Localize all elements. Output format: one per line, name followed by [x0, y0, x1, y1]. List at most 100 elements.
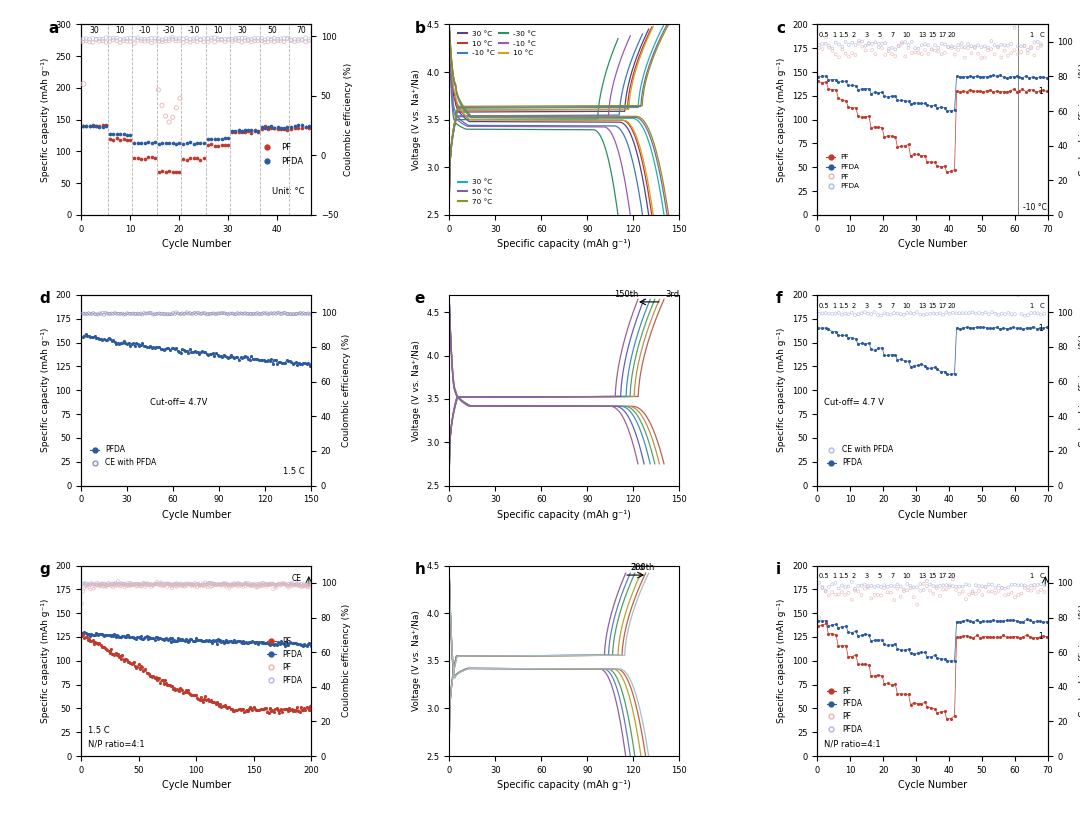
Point: [302, 307, 320, 320]
Point: [1009, 40, 1026, 53]
Point: [269, 33, 286, 46]
Point: [224, 703, 241, 716]
Point: [140, 577, 158, 590]
Point: [208, 578, 226, 591]
Text: 17: 17: [939, 302, 946, 309]
Text: -10: -10: [188, 26, 200, 35]
Point: [94, 333, 111, 346]
Point: [126, 660, 144, 673]
Point: [1014, 630, 1031, 643]
Text: 17: 17: [939, 32, 946, 38]
Point: [856, 82, 874, 95]
Point: [235, 577, 253, 590]
Point: [986, 48, 1003, 61]
Point: [199, 580, 216, 593]
Point: [167, 137, 185, 150]
Point: [96, 577, 113, 590]
Point: [810, 611, 827, 624]
Point: [252, 702, 269, 715]
Point: [78, 580, 95, 593]
Point: [121, 630, 138, 643]
Point: [1022, 614, 1039, 627]
Point: [850, 307, 867, 320]
Point: [186, 634, 203, 647]
Point: [241, 576, 258, 589]
Point: [198, 578, 215, 591]
Text: a: a: [49, 20, 59, 36]
Point: [261, 307, 279, 320]
Point: [212, 307, 229, 320]
Point: [996, 39, 1013, 52]
Point: [895, 308, 913, 321]
Point: [215, 700, 232, 713]
Point: [102, 32, 119, 45]
Point: [896, 94, 914, 107]
Point: [285, 579, 302, 592]
Text: CE: CE: [292, 574, 302, 583]
Point: [95, 333, 112, 346]
Point: [122, 35, 139, 48]
Text: 3: 3: [865, 32, 868, 38]
Point: [177, 307, 194, 320]
Point: [111, 630, 129, 643]
Point: [896, 50, 914, 63]
Point: [178, 634, 195, 647]
Point: [114, 654, 132, 667]
Point: [283, 33, 300, 46]
Point: [89, 578, 106, 591]
Point: [237, 704, 254, 717]
Point: [282, 580, 299, 593]
Point: [946, 163, 963, 176]
Point: [958, 629, 975, 642]
Point: [75, 628, 92, 641]
Point: [1013, 46, 1030, 59]
Point: [147, 631, 164, 644]
Point: [161, 578, 178, 591]
Point: [906, 46, 923, 59]
Point: [131, 307, 148, 320]
Point: [246, 124, 264, 137]
Point: [153, 580, 171, 593]
Point: [291, 705, 308, 718]
Point: [201, 635, 218, 648]
Point: [131, 578, 148, 591]
Point: [84, 331, 102, 344]
Point: [951, 615, 969, 628]
Point: [153, 137, 171, 150]
Point: [212, 578, 229, 591]
Point: [961, 83, 978, 96]
Point: [928, 580, 945, 593]
Point: [269, 578, 286, 591]
Point: [985, 322, 1002, 335]
Point: [133, 137, 150, 150]
Point: [208, 696, 226, 709]
Point: [81, 120, 98, 133]
Point: [158, 577, 175, 590]
Point: [224, 580, 241, 593]
Point: [1009, 48, 1026, 61]
Point: [285, 637, 302, 650]
Point: [284, 577, 301, 590]
Point: [150, 632, 167, 645]
Point: [184, 578, 201, 591]
Point: [85, 578, 103, 591]
Point: [126, 340, 144, 353]
Point: [900, 41, 917, 54]
Point: [256, 637, 273, 650]
Point: [936, 38, 954, 51]
Point: [300, 120, 318, 133]
Point: [253, 32, 270, 45]
Point: [200, 694, 217, 707]
Point: [119, 128, 136, 141]
Point: [215, 307, 232, 320]
Point: [185, 34, 202, 47]
Point: [266, 578, 283, 591]
Point: [856, 578, 874, 591]
Point: [214, 699, 231, 712]
Point: [254, 579, 271, 592]
Point: [282, 635, 299, 648]
Point: [866, 633, 883, 646]
Point: [270, 306, 287, 319]
Point: [89, 576, 106, 589]
Point: [75, 120, 92, 133]
